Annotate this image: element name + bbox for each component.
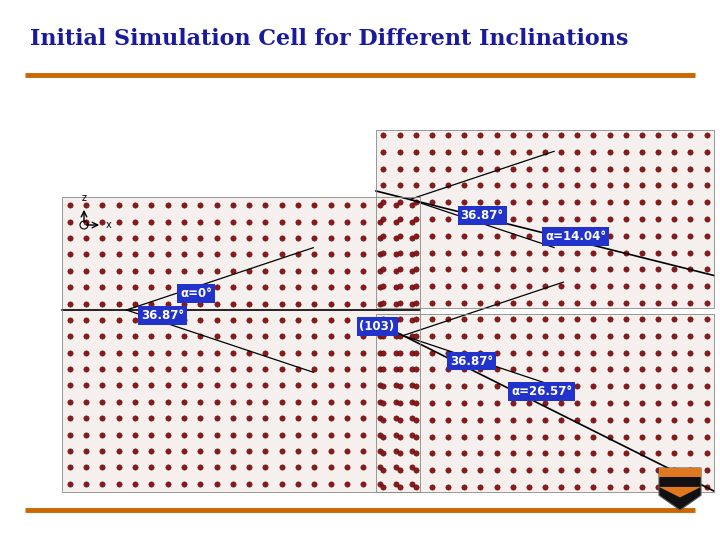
Polygon shape — [659, 487, 701, 497]
Bar — [376, 130, 714, 308]
Bar — [376, 314, 714, 492]
Text: α=0°: α=0° — [180, 287, 212, 300]
Text: α=14.04°: α=14.04° — [545, 230, 606, 244]
Text: Initial Simulation Cell for Different Inclinations: Initial Simulation Cell for Different In… — [30, 28, 629, 50]
Text: 36.87°: 36.87° — [451, 354, 493, 368]
Text: x: x — [106, 220, 112, 230]
Polygon shape — [659, 468, 701, 510]
Text: (103): (103) — [359, 320, 395, 333]
Text: 36.87°: 36.87° — [461, 209, 503, 222]
Bar — [659, 468, 701, 477]
Bar — [62, 197, 420, 492]
Bar — [376, 314, 714, 492]
Text: α=26.57°: α=26.57° — [511, 385, 572, 398]
Text: z: z — [81, 193, 86, 203]
Text: 36.87°: 36.87° — [141, 309, 184, 322]
Bar — [376, 130, 714, 308]
Bar — [62, 197, 420, 492]
